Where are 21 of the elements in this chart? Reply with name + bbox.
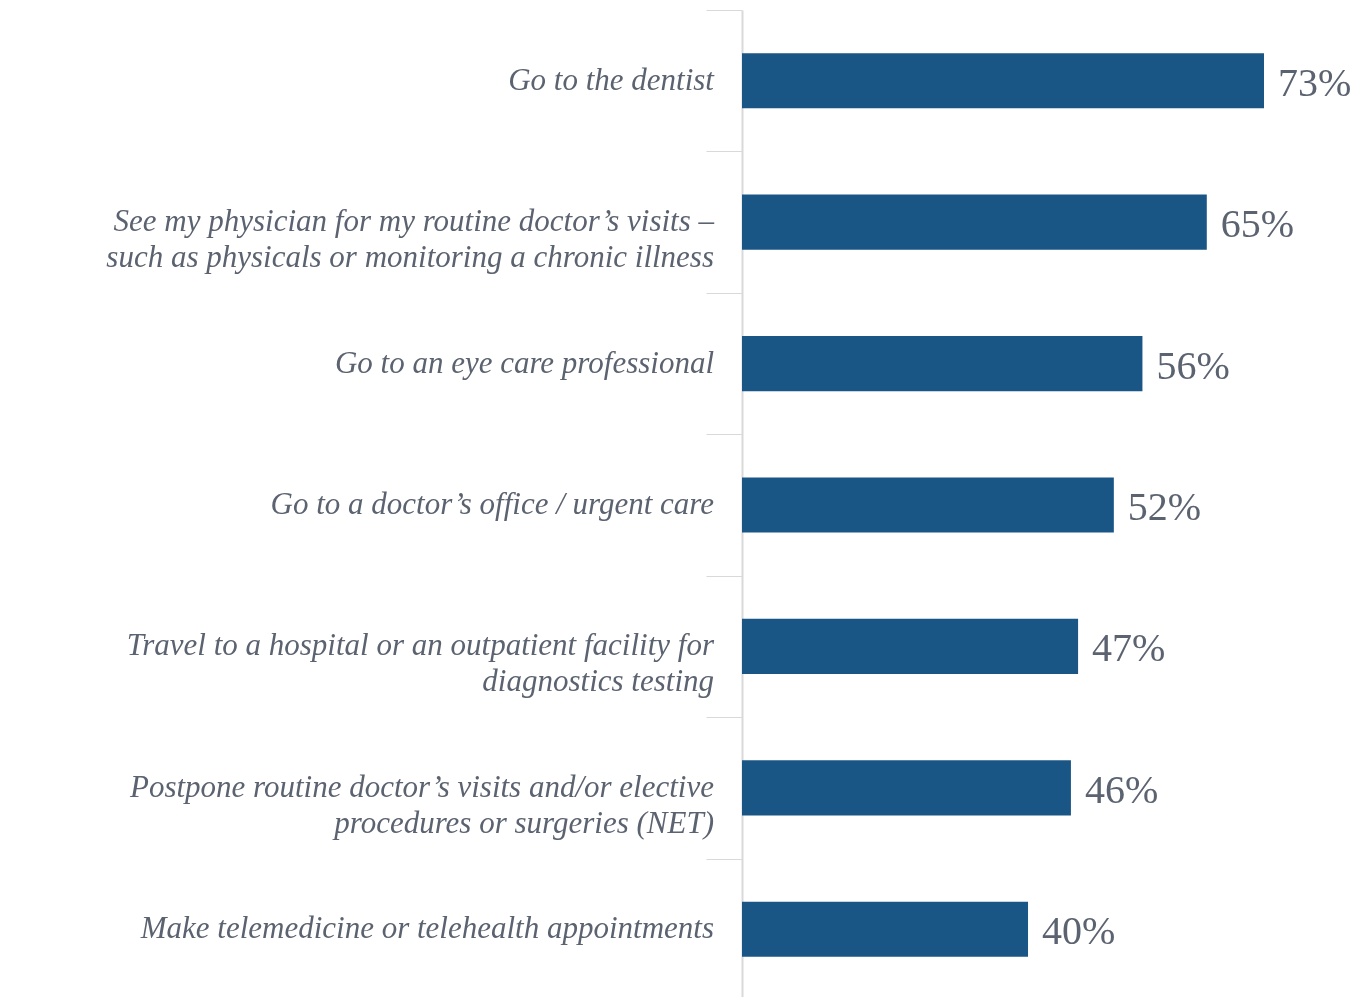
y-tick-label: Make telemedicine or telehealth appointments bbox=[139, 910, 714, 946]
bar bbox=[742, 760, 1071, 816]
data-label: 46% bbox=[1084, 766, 1159, 812]
data-label: 65% bbox=[1220, 201, 1295, 247]
y-tick-label: Travel to a hospital or an outpatient facility for diagnostics testing bbox=[126, 627, 715, 699]
y-tick-label: Postpone routine doctor’s visits and/or elective procedures or surgeries (NET) bbox=[128, 768, 715, 840]
y-tick-label: Go to a doctor’s office / urgent care bbox=[270, 486, 715, 521]
data-label: 40% bbox=[1042, 908, 1116, 954]
y-tick-label: See my physician for my routine doctor’s visits – such as physicals or monitoring a chronic illness bbox=[106, 203, 715, 275]
y-tick-label: Go to an eye care professional bbox=[334, 344, 714, 380]
data-label: 52% bbox=[1127, 484, 1202, 529]
y-tick-label: Go to the dentist bbox=[508, 61, 716, 97]
bar bbox=[742, 618, 1079, 675]
bar bbox=[742, 53, 1264, 109]
bar bbox=[742, 335, 1143, 392]
data-label: 73% bbox=[1278, 59, 1352, 105]
bar bbox=[742, 477, 1114, 533]
data-label: 47% bbox=[1092, 625, 1166, 671]
bar bbox=[742, 194, 1207, 250]
data-label: 56% bbox=[1156, 342, 1230, 388]
bar bbox=[742, 901, 1029, 957]
